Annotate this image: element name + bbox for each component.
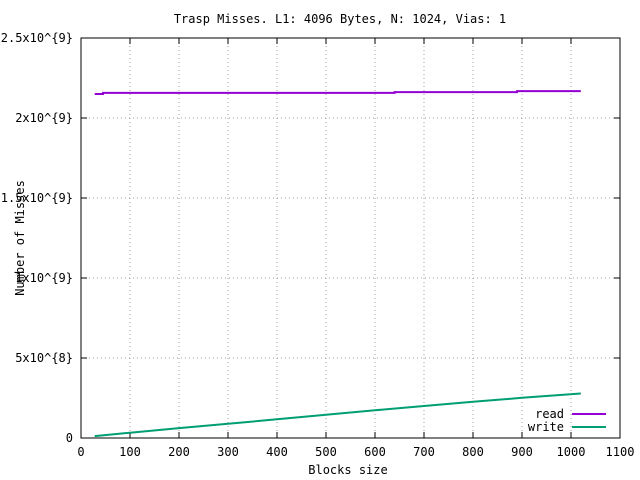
y-tick-label: 1x10^{9} [15, 271, 73, 285]
x-tick-label: 1000 [557, 445, 586, 459]
x-tick-label: 400 [266, 445, 288, 459]
grid [81, 38, 620, 438]
y-tick-label: 2x10^{9} [15, 111, 73, 125]
x-axis-ticks: 0 100 200 300 400 500 600 700 800 900 1000 1100 [77, 38, 634, 459]
x-tick-label: 700 [413, 445, 435, 459]
series-line-write [94, 392, 581, 438]
plot-frame [80, 37, 621, 439]
y-tick-label: 1.5x10^{9} [1, 191, 73, 205]
y-axis-label: Number of Misses [13, 180, 27, 296]
x-tick-label: 0 [77, 445, 84, 459]
y-tick-label: 2.5x10^{9} [1, 31, 73, 45]
legend-label-write: write [528, 420, 564, 434]
x-tick-label: 500 [315, 445, 337, 459]
x-tick-label: 1100 [606, 445, 635, 459]
series-line-read [94, 90, 581, 95]
y-tick-label: 0 [66, 431, 73, 445]
x-axis-label: Blocks size [308, 463, 387, 477]
legend-label-read: read [535, 407, 564, 421]
x-tick-label: 100 [119, 445, 141, 459]
series [94, 90, 581, 438]
chart-title: Trasp Misses. L1: 4096 Bytes, N: 1024, V… [174, 12, 506, 26]
x-tick-label: 300 [217, 445, 239, 459]
x-tick-label: 900 [511, 445, 533, 459]
x-tick-label: 800 [462, 445, 484, 459]
y-axis-ticks: 0 5x10^{8} 1x10^{9} 1.5x10^{9} 2x10^{9} 2.5x1… [1, 31, 620, 445]
y-tick-label: 5x10^{8} [15, 351, 73, 365]
x-tick-label: 600 [364, 445, 386, 459]
x-tick-label: 200 [168, 445, 190, 459]
